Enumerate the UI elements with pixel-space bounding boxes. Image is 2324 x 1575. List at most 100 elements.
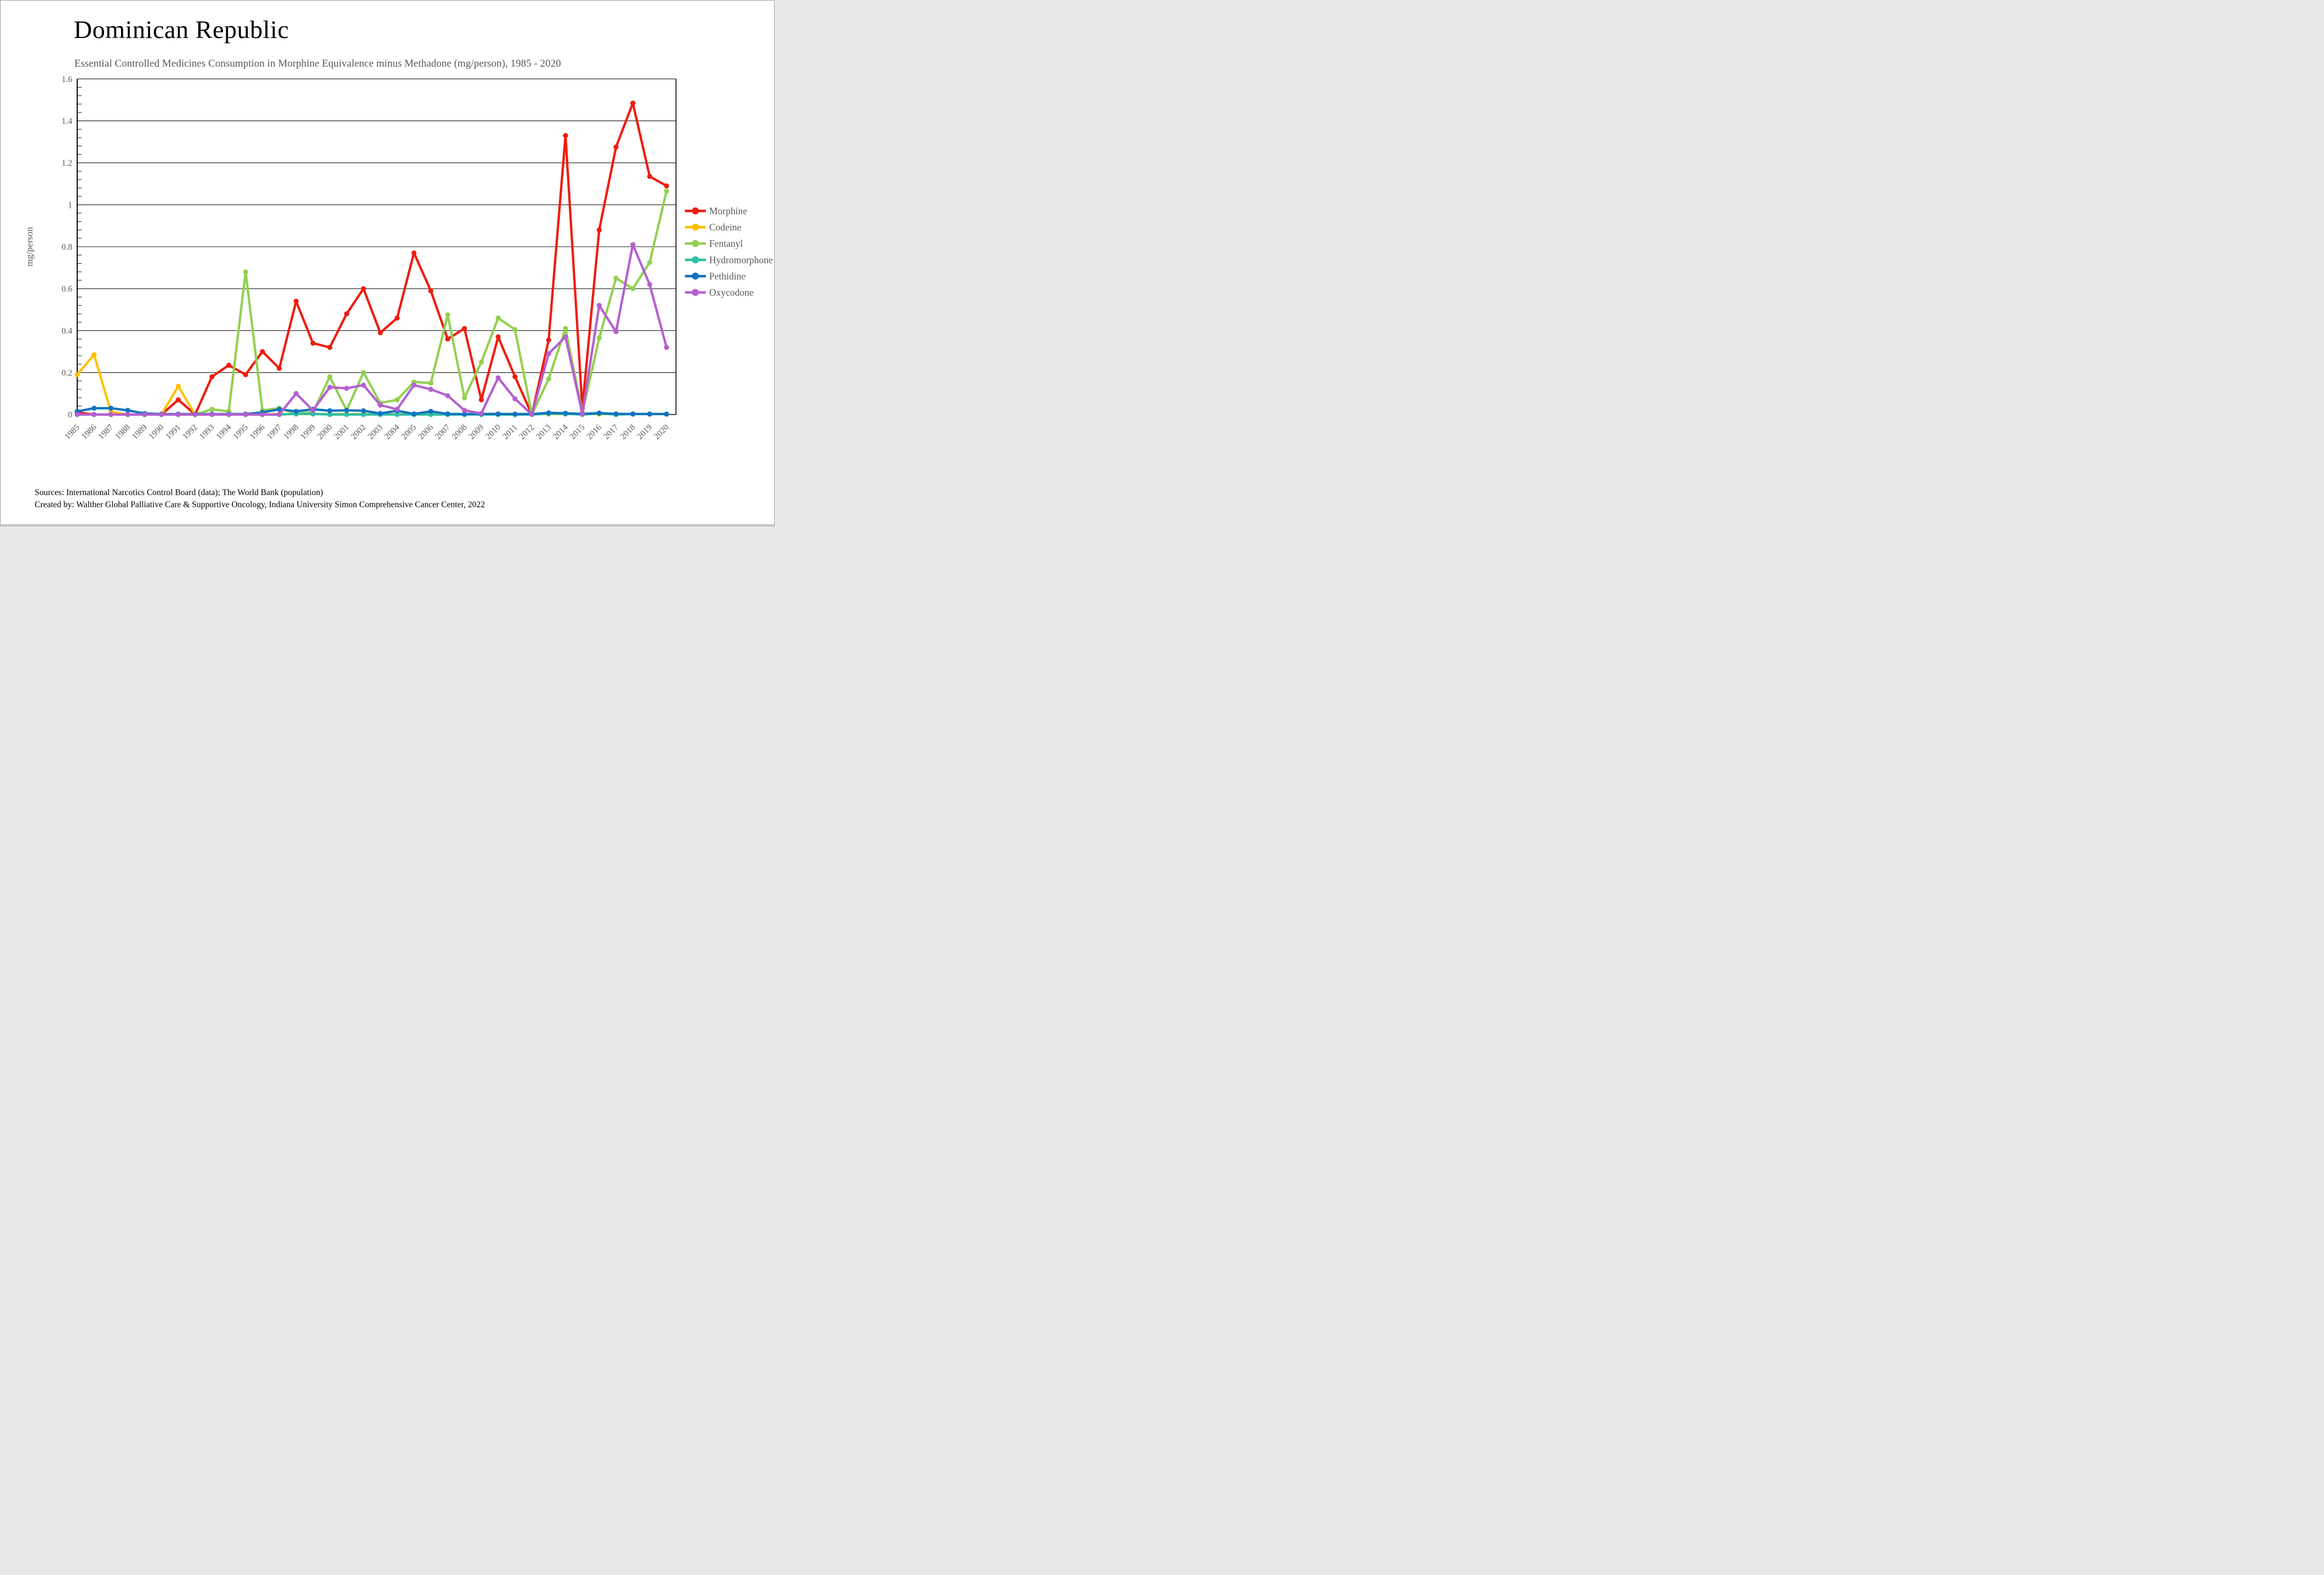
data-point-oxycodone-1991 [176,412,181,417]
data-point-oxycodone-2012 [529,412,535,417]
data-point-pethidine-2017 [613,411,619,417]
x-tick-label: 2003 [366,422,385,441]
data-point-morphine-2002 [361,286,366,291]
y-tick-label: 1.4 [62,117,73,126]
source-line-1: Sources: International Narcotics Control… [35,488,323,497]
legend-swatch-dot-hydromorphone [692,256,699,264]
data-point-fentanyl-2013 [546,376,552,382]
data-point-oxycodone-2010 [496,375,501,381]
x-tick-label: 2002 [349,423,368,442]
data-point-oxycodone-2016 [596,303,602,308]
y-tick-label: 1.6 [62,75,73,84]
data-point-fentanyl-2019 [647,259,652,265]
x-tick-label: 1992 [181,423,199,442]
data-point-pethidine-2003 [378,411,383,416]
x-tick-label: 2009 [467,422,486,441]
data-point-oxycodone-2017 [613,329,619,334]
data-point-pethidine-1987 [108,405,114,411]
data-point-oxycodone-2003 [378,402,383,408]
data-point-oxycodone-2005 [411,382,417,388]
data-point-morphine-2003 [378,330,383,335]
data-point-hydromorphone-1999 [310,411,316,417]
legend-label-morphine: Morphine [709,205,747,216]
x-tick-label: 2007 [433,422,452,441]
data-point-oxycodone-1993 [209,412,215,417]
x-tick-label: 1999 [298,422,317,441]
x-tick-label: 1993 [198,422,216,441]
data-point-morphine-2001 [344,311,350,317]
x-tick-label: 1995 [231,422,250,441]
y-tick-label: 0.8 [62,243,73,252]
data-point-morphine-2018 [630,100,636,106]
x-tick-label: 1994 [214,422,233,441]
data-point-morphine-2020 [664,183,670,189]
data-point-morphine-2004 [394,315,400,321]
legend-swatch-dot-codeine [692,224,699,231]
data-point-pethidine-2000 [327,408,333,414]
chart-subtitle: Essential Controlled Medicines Consumpti… [74,58,561,69]
y-tick-label: 1.2 [62,159,72,168]
data-point-morphine-2008 [462,325,467,332]
x-tick-label: 1990 [147,422,166,441]
data-point-oxycodone-1997 [276,412,282,417]
y-tick-label: 1 [68,200,73,210]
legend-swatch-dot-morphine [692,207,699,215]
data-point-pethidine-2016 [596,410,602,416]
series-line-oxycodone [76,243,668,416]
data-point-pethidine-2018 [630,411,636,417]
data-point-oxycodone-1986 [91,412,97,417]
series-line-morphine [76,101,668,416]
data-point-morphine-1996 [260,349,265,355]
data-point-fentanyl-2009 [478,359,484,365]
source-line-2: Created by: Walther Global Palliative Ca… [35,500,485,510]
x-tick-label: 2013 [534,422,553,441]
legend-swatch-dot-pethidine [692,273,699,280]
data-point-oxycodone-1995 [243,412,248,417]
legend-label-codeine: Codeine [709,222,742,233]
data-point-pethidine-2011 [512,411,518,417]
data-point-morphine-2009 [478,397,484,403]
data-point-pethidine-1997 [276,406,282,412]
data-point-morphine-2016 [596,227,602,233]
y-tick-label: 0.2 [62,368,72,378]
data-point-codeine-1991 [176,383,181,389]
data-point-pethidine-1986 [91,405,97,411]
data-point-oxycodone-2002 [361,382,366,388]
data-point-morphine-1994 [226,362,232,368]
data-point-hydromorphone-2000 [327,412,333,417]
legend-swatch-dot-oxycodone [692,289,699,296]
x-tick-label: 2014 [551,422,570,441]
data-point-morphine-1993 [209,374,215,379]
page-title: Dominican Republic [74,15,289,44]
series-line-fentanyl [76,189,668,416]
data-point-fentanyl-2008 [462,395,467,400]
data-point-pethidine-2014 [563,410,568,416]
data-point-fentanyl-2011 [512,327,518,333]
data-point-oxycodone-1998 [293,391,299,397]
x-tick-label: 1989 [130,422,149,441]
x-tick-label: 2006 [416,422,435,441]
data-point-fentanyl-2006 [428,380,434,386]
data-point-fentanyl-2000 [327,374,333,379]
data-point-oxycodone-1999 [310,408,316,413]
x-tick-label: 2008 [450,422,469,441]
data-point-pethidine-2020 [664,411,670,417]
data-point-oxycodone-1994 [226,412,232,417]
data-point-morphine-2000 [327,345,333,350]
x-tick-label: 2001 [332,423,351,442]
x-tick-label: 1998 [282,422,301,441]
data-point-fentanyl-2007 [445,312,450,318]
data-point-oxycodone-1987 [108,412,114,417]
data-point-oxycodone-2000 [327,384,333,390]
y-axis-title: mg/person [24,227,35,267]
y-tick-label: 0 [68,410,73,420]
data-point-oxycodone-2004 [394,406,400,412]
x-tick-label: 2011 [501,423,520,442]
x-tick-label: 1988 [113,422,132,441]
data-point-pethidine-2019 [647,411,652,417]
data-point-oxycodone-2009 [478,411,484,416]
data-point-pethidine-1998 [293,409,299,414]
data-point-pethidine-2010 [496,411,501,417]
data-point-oxycodone-1990 [159,412,164,417]
data-point-pethidine-2013 [546,410,552,416]
